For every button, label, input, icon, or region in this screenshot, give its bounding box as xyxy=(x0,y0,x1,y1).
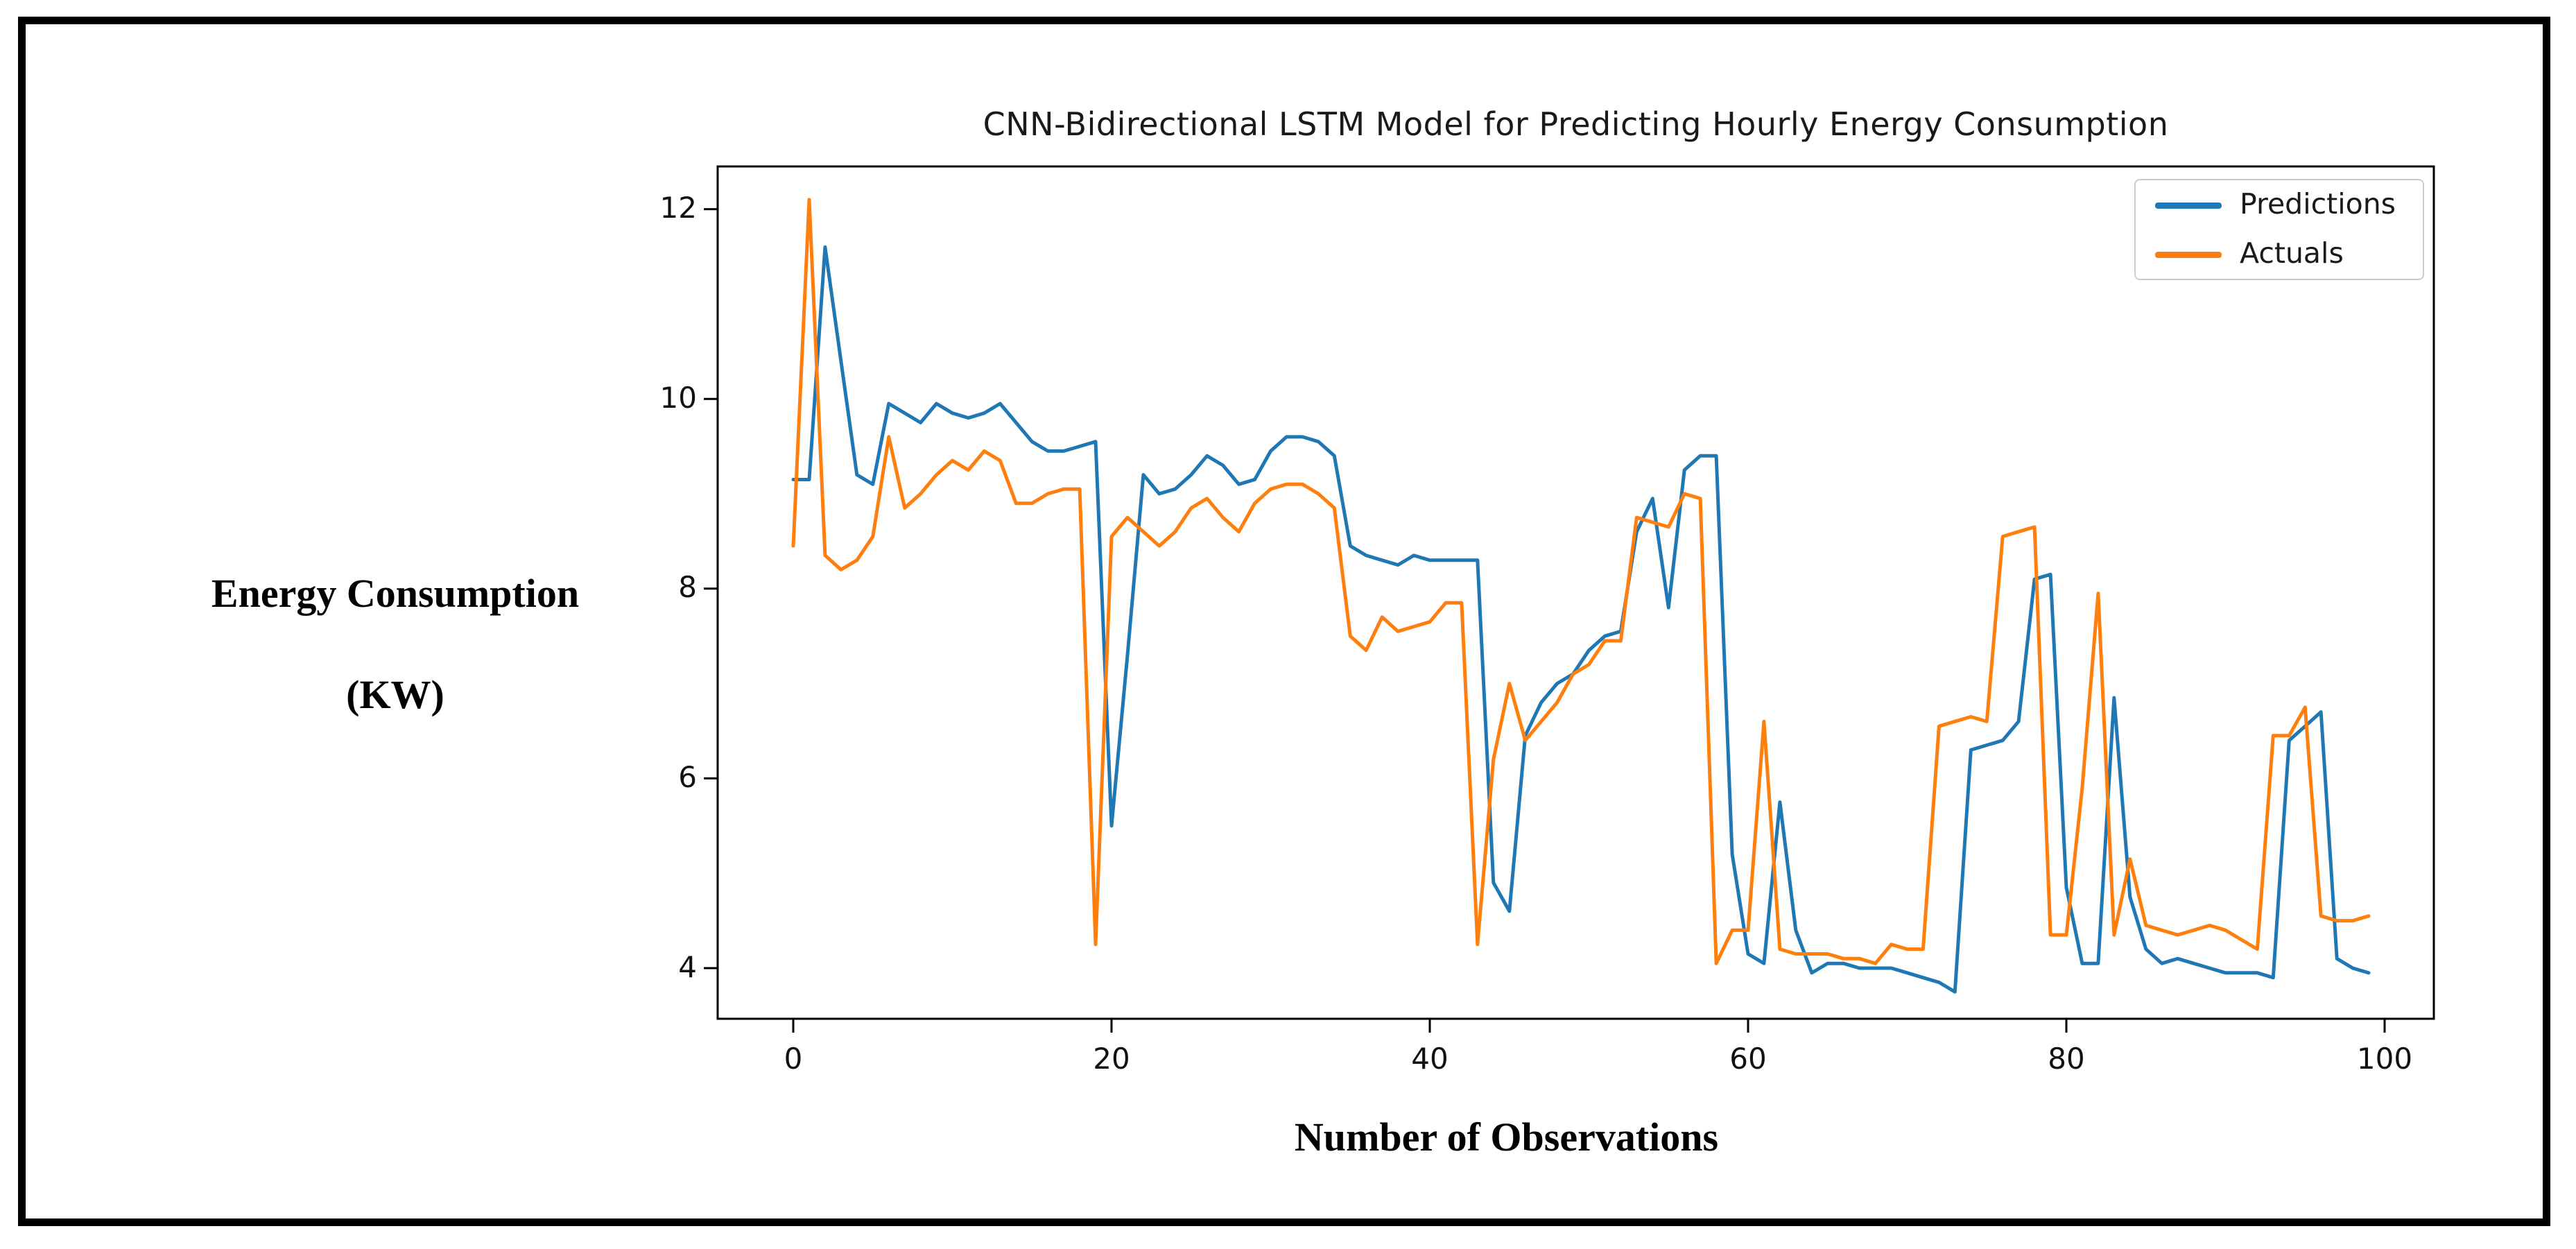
x-tick-20: 20 xyxy=(1093,1042,1130,1076)
y-tick-4: 4 xyxy=(678,950,697,984)
predictions-legend-line xyxy=(2155,202,2222,209)
figure-border xyxy=(18,17,2550,1226)
predictions-legend-label: Predictions xyxy=(2240,187,2396,221)
y-tick-8: 8 xyxy=(678,570,697,604)
actuals-line xyxy=(791,198,2371,965)
x-tick-80: 80 xyxy=(2048,1042,2085,1076)
y-tick-10: 10 xyxy=(659,381,697,415)
y-tick-6: 6 xyxy=(678,760,697,794)
legend: Predictions Actuals xyxy=(2134,179,2424,280)
y-axis-label-units: (KW) xyxy=(346,672,444,717)
x-tick-100: 100 xyxy=(2356,1042,2413,1076)
chart-title: CNN-Bidirectional LSTM Model for Predict… xyxy=(983,105,2169,143)
y-tick-12: 12 xyxy=(659,191,697,225)
x-axis-label: Number of Observations xyxy=(1294,1114,1719,1160)
actuals-legend-label: Actuals xyxy=(2240,236,2344,270)
predictions-line xyxy=(791,245,2371,994)
legend-row-predictions: Predictions xyxy=(2136,180,2423,230)
y-axis-label: Energy Consumption xyxy=(211,571,580,616)
actuals-legend-line xyxy=(2155,251,2222,258)
x-tick-0: 0 xyxy=(784,1042,803,1076)
x-tick-40: 40 xyxy=(1411,1042,1449,1076)
x-tick-60: 60 xyxy=(1729,1042,1767,1076)
legend-row-actuals: Actuals xyxy=(2136,230,2423,279)
